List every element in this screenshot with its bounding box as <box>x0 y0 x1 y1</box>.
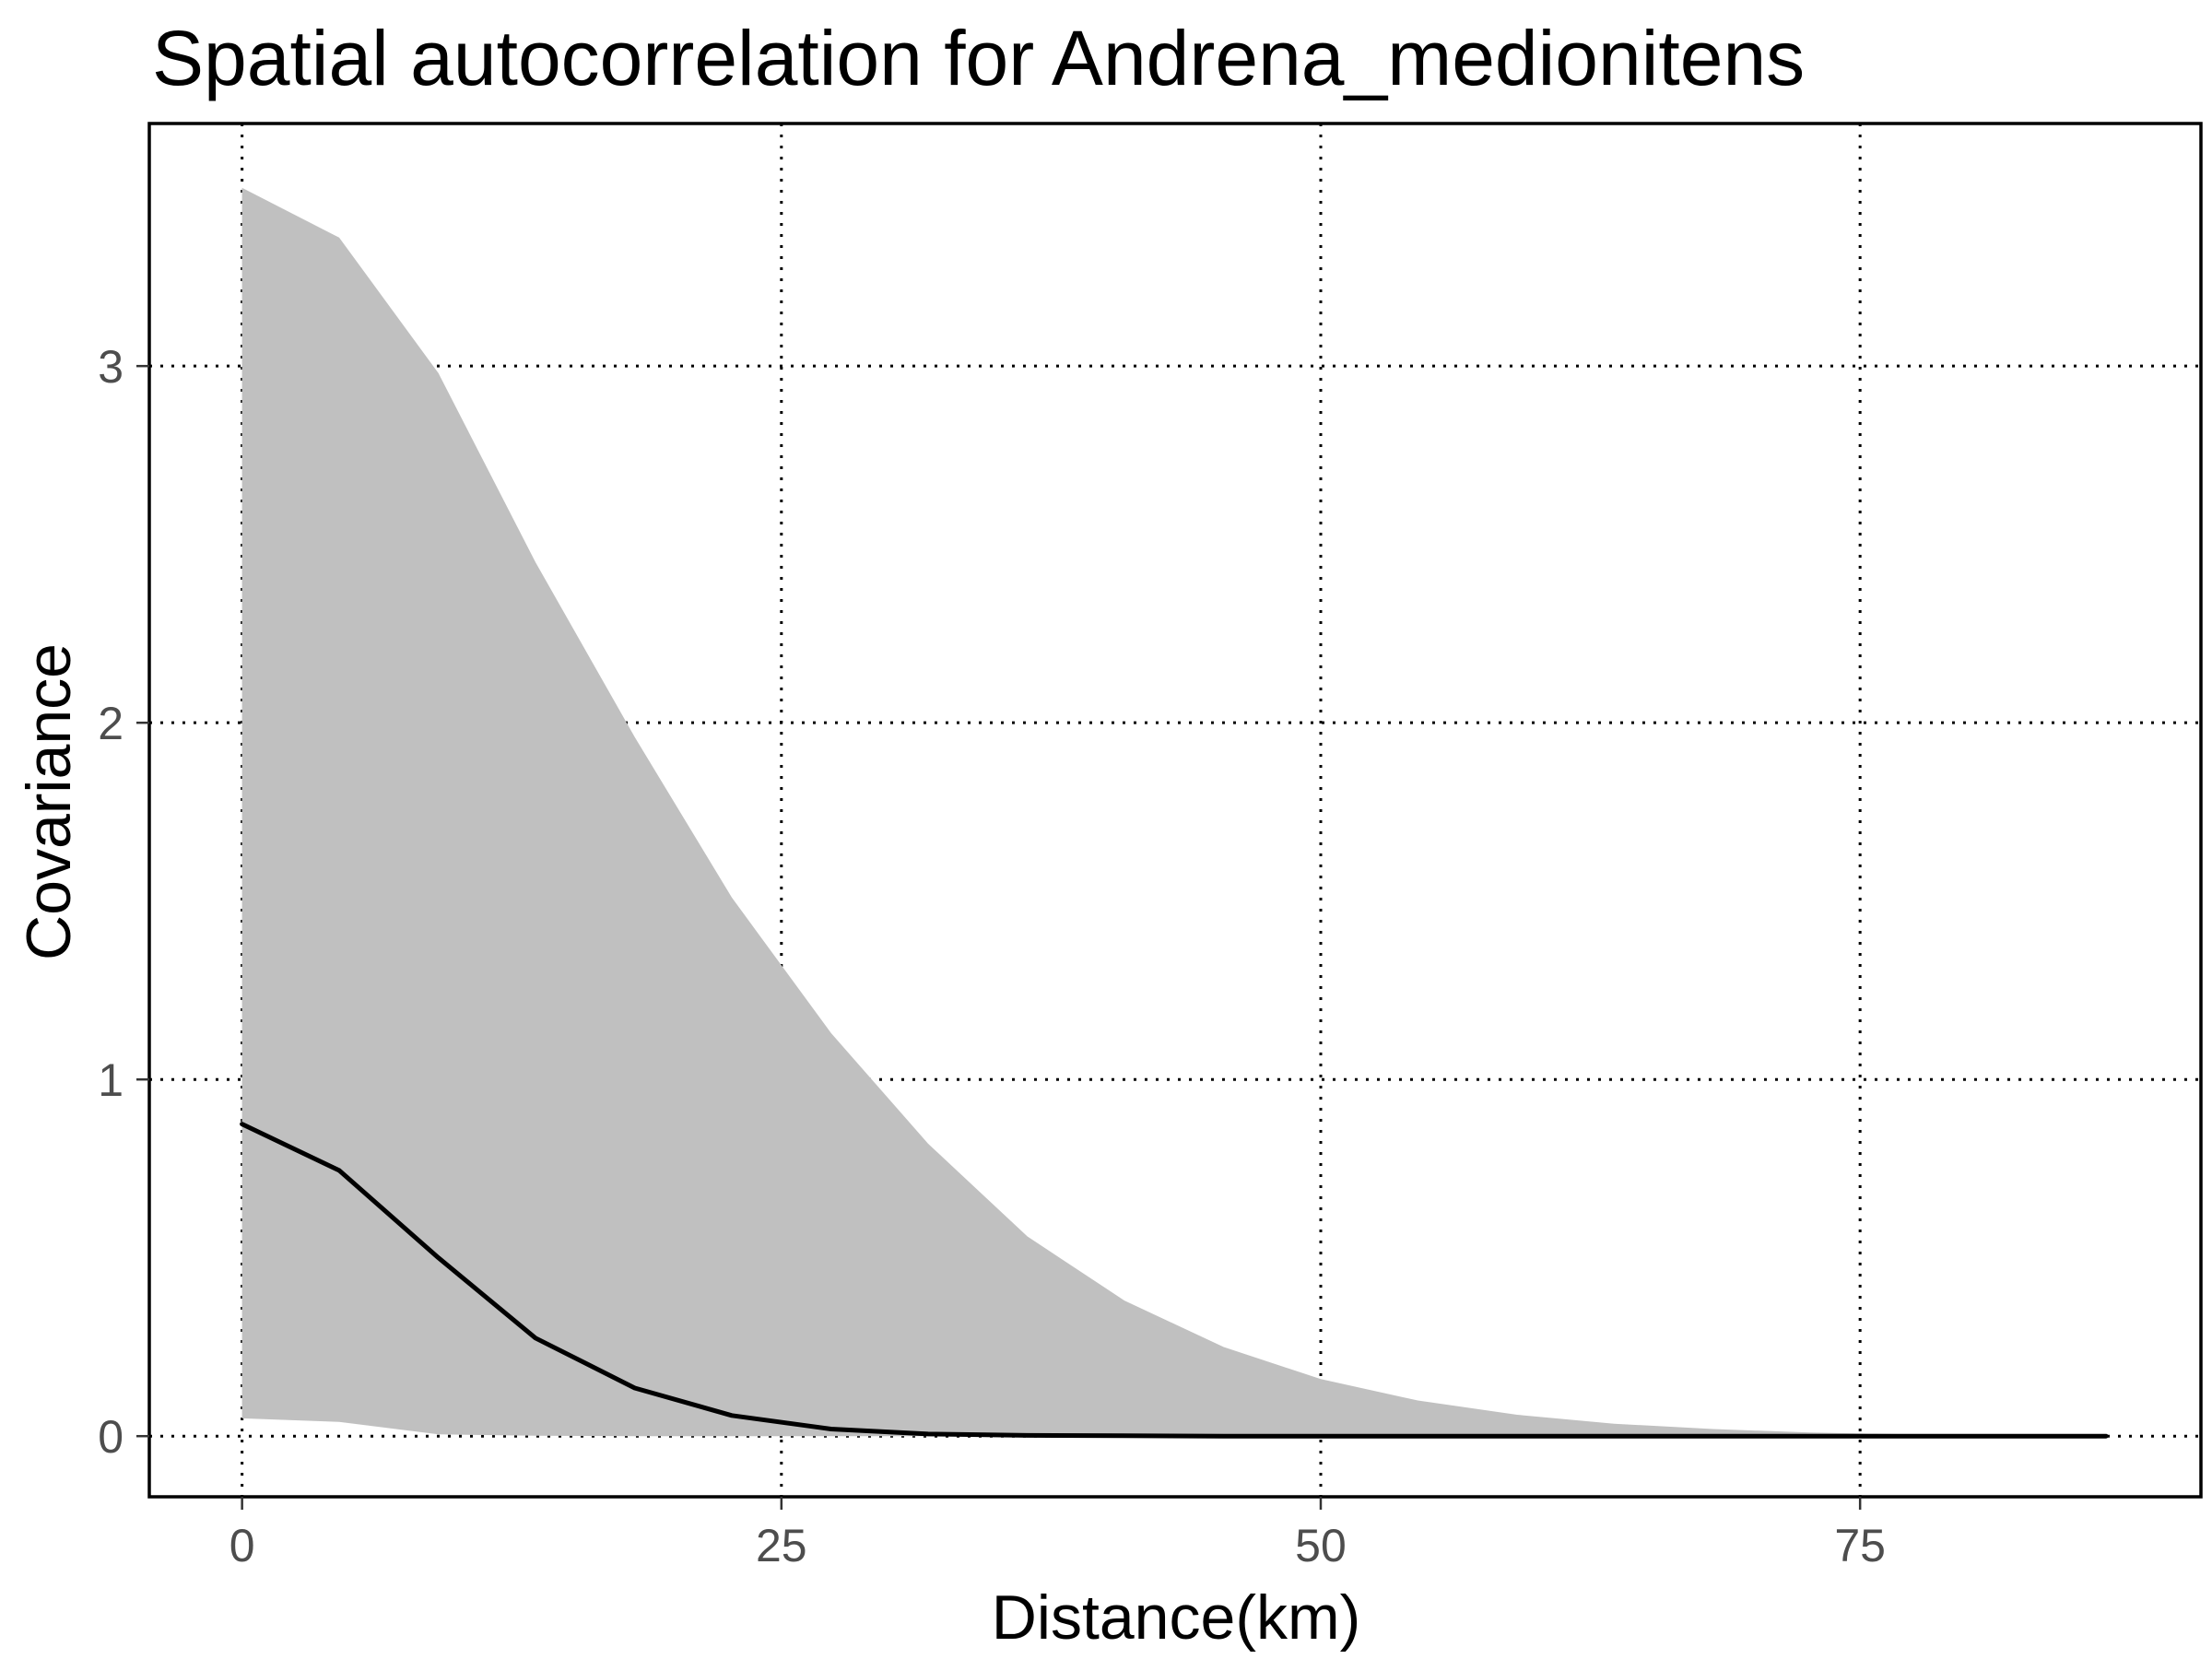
x-tick-label: 0 <box>229 1520 255 1571</box>
x-tick-label: 75 <box>1834 1520 1886 1571</box>
y-tick-label: 3 <box>98 341 124 393</box>
x-tick-label: 25 <box>756 1520 807 1571</box>
x-tick-label: 50 <box>1295 1520 1347 1571</box>
y-axis-title: Covariance <box>14 643 84 960</box>
y-tick-label: 2 <box>98 698 124 749</box>
chart-title: Spatial autocorrelation for Andrena_medi… <box>152 15 1805 101</box>
y-axis: 0 1 2 3 <box>98 341 149 1463</box>
y-tick-label: 1 <box>98 1054 124 1106</box>
confidence-ribbon <box>241 187 2107 1437</box>
x-axis: 0 25 50 75 <box>229 1497 1886 1571</box>
y-tick-label: 0 <box>98 1411 124 1463</box>
x-axis-title: Distance(km) <box>992 1583 1361 1653</box>
plot-panel-border <box>147 122 2203 1499</box>
mean-covariance-line <box>240 1122 2109 1439</box>
